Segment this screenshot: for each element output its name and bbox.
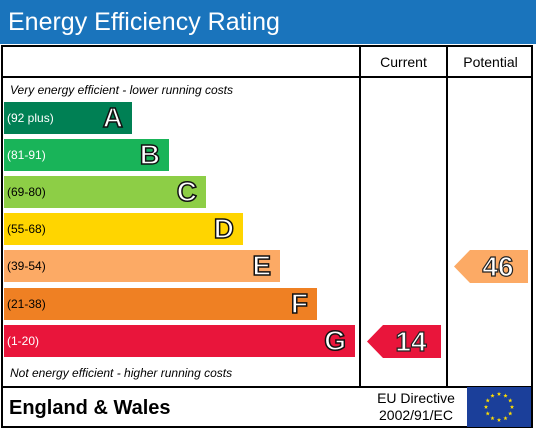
rating-frame xyxy=(1,45,533,428)
directive-line-1: EU Directive xyxy=(377,390,455,406)
band-range: (55-68) xyxy=(7,222,46,236)
eu-star xyxy=(508,398,513,403)
band-range: (92 plus) xyxy=(7,111,54,125)
band-letter: G xyxy=(323,324,346,357)
band-range: (39-54) xyxy=(7,259,46,273)
band-range: (21-38) xyxy=(7,297,46,311)
eu-star xyxy=(485,398,490,403)
potential-rating-value: 46 xyxy=(482,250,514,282)
eu-star xyxy=(503,393,508,398)
eu-star xyxy=(490,393,495,398)
eu-star xyxy=(483,404,489,409)
region-label: England & Wales xyxy=(9,397,171,419)
band-letter: D xyxy=(213,212,235,245)
bottom-note: Not energy efficient - higher running co… xyxy=(10,366,233,380)
potential-column-divider xyxy=(446,45,448,387)
band-g: (1-20) G xyxy=(4,324,355,357)
band-c: (69-80) C xyxy=(4,175,206,208)
band-range: (69-80) xyxy=(7,185,46,199)
current-rating-value: 14 xyxy=(395,325,427,357)
title-bar: Energy Efficiency Rating xyxy=(0,0,536,44)
eu-star xyxy=(503,415,508,421)
header-divider xyxy=(1,76,533,78)
eu-star xyxy=(496,417,502,422)
potential-rating-arrow: 46 xyxy=(454,250,528,283)
eu-star xyxy=(509,404,515,409)
current-column-divider xyxy=(359,45,361,387)
band-e: (39-54) E xyxy=(4,249,280,282)
potential-arrow-shape xyxy=(454,250,528,283)
band-b: (81-91) B xyxy=(4,138,169,171)
top-note: Very energy efficient - lower running co… xyxy=(10,83,233,97)
chart-title: Energy Efficiency Rating xyxy=(8,8,280,36)
band-letter: F xyxy=(290,287,309,320)
current-rating-arrow: 14 xyxy=(367,325,441,358)
band-range: (81-91) xyxy=(7,148,46,162)
eu-flag-icon xyxy=(467,387,531,427)
band-range: (1-20) xyxy=(7,334,40,348)
eu-star xyxy=(496,391,502,396)
current-arrow-shape xyxy=(367,325,441,358)
band-letter: A xyxy=(102,101,124,134)
eu-star xyxy=(508,411,513,416)
current-column-header: Current xyxy=(380,54,427,70)
potential-column-header: Potential xyxy=(463,54,518,70)
band-a: (92 plus) A xyxy=(4,101,132,134)
eu-star xyxy=(485,411,490,416)
band-f: (21-38) F xyxy=(4,287,317,320)
band-letter: C xyxy=(176,175,198,208)
footer-divider xyxy=(1,386,533,388)
band-letter: E xyxy=(252,249,272,282)
eu-directive: EU Directive 2002/91/EC xyxy=(368,390,464,424)
directive-line-2: 2002/91/EC xyxy=(379,407,453,423)
eu-star xyxy=(490,415,495,421)
band-letter: B xyxy=(139,138,161,171)
band-d: (55-68) D xyxy=(4,212,243,245)
